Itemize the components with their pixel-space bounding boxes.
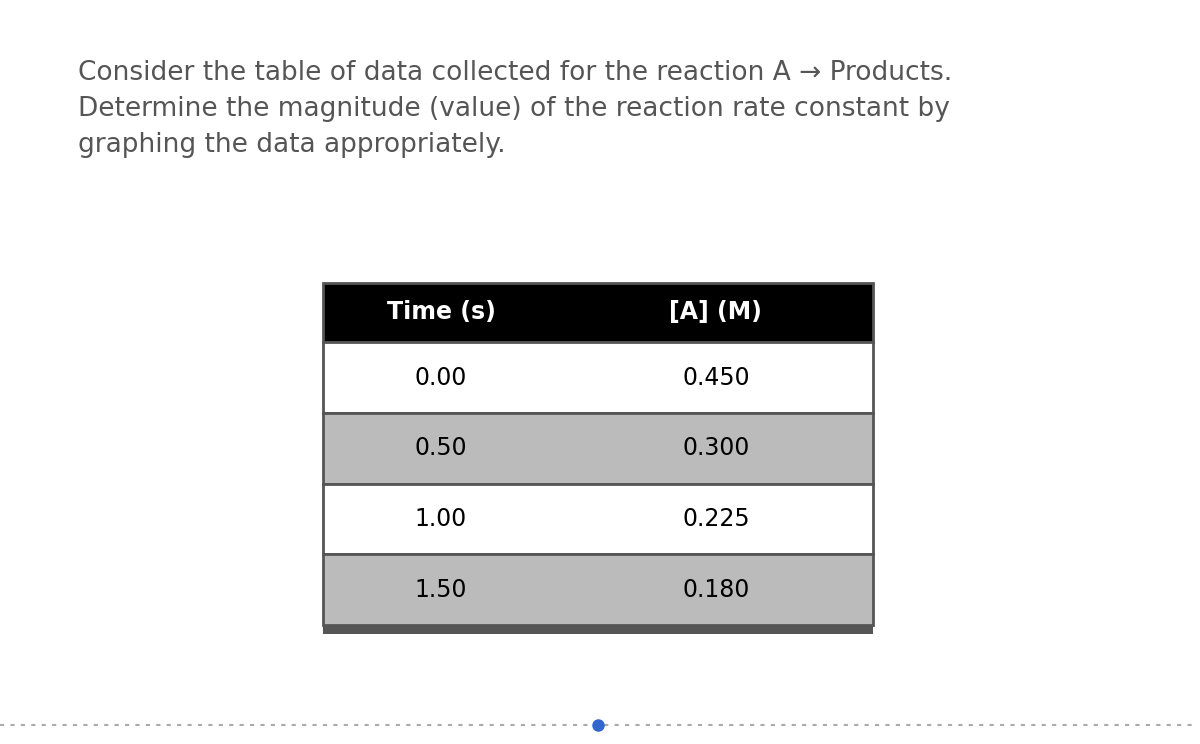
Text: 1.50: 1.50 — [415, 577, 467, 602]
Text: 0.50: 0.50 — [415, 436, 467, 461]
FancyBboxPatch shape — [323, 484, 872, 554]
Text: Consider the table of data collected for the reaction A → Products.
Determine th: Consider the table of data collected for… — [78, 60, 952, 158]
Text: 1.00: 1.00 — [415, 507, 467, 531]
Text: 0.225: 0.225 — [682, 507, 750, 531]
Text: 0.450: 0.450 — [682, 365, 750, 390]
FancyBboxPatch shape — [323, 283, 872, 342]
FancyBboxPatch shape — [323, 413, 872, 484]
FancyBboxPatch shape — [323, 625, 872, 634]
FancyBboxPatch shape — [323, 554, 872, 625]
Text: [A] (M): [A] (M) — [670, 301, 762, 324]
Text: Time (s): Time (s) — [386, 301, 496, 324]
Text: 0.180: 0.180 — [682, 577, 750, 602]
Text: 0.00: 0.00 — [415, 365, 467, 390]
Text: 0.300: 0.300 — [682, 436, 750, 461]
FancyBboxPatch shape — [323, 342, 872, 413]
